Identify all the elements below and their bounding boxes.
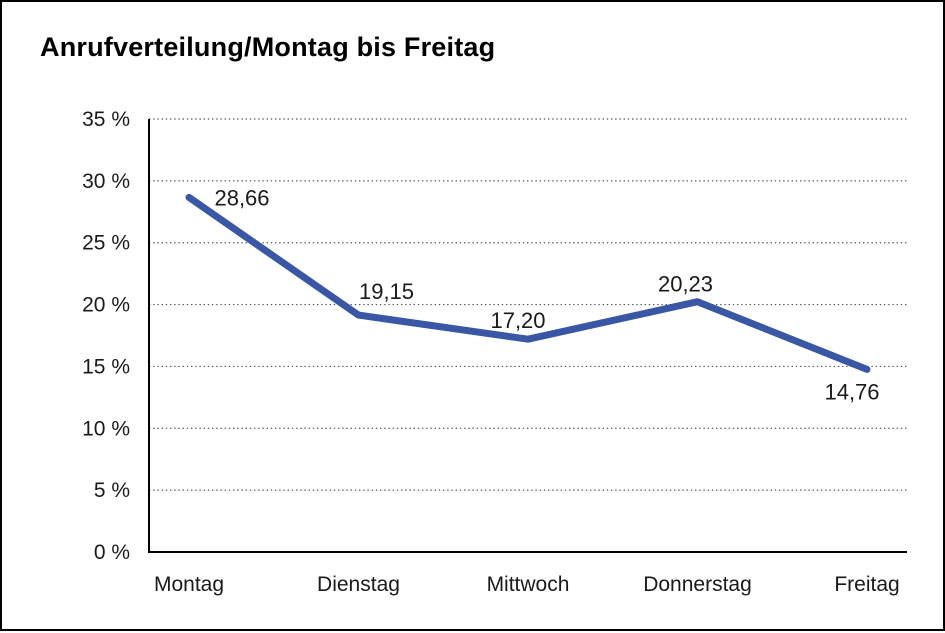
data-point-label-freitag: 14,76 bbox=[824, 379, 879, 404]
y-tick-label-15pct: 15 % bbox=[82, 355, 130, 378]
data-point-label-donnerstag: 20,23 bbox=[658, 272, 713, 297]
data-point-label-dienstag: 19,15 bbox=[359, 279, 414, 304]
data-point-label-montag: 28,66 bbox=[214, 185, 269, 210]
x-category-label-freitag: Freitag bbox=[834, 573, 899, 596]
x-category-label-montag: Montag bbox=[154, 573, 224, 596]
data-point-label-mittwoch: 17,20 bbox=[490, 308, 545, 333]
x-category-label-dienstag: Dienstag bbox=[317, 573, 400, 596]
chart-title: Anrufverteilung/Montag bis Freitag bbox=[40, 32, 496, 62]
y-tick-label-0pct: 0 % bbox=[94, 541, 130, 564]
y-tick-label-5pct: 5 % bbox=[94, 479, 130, 502]
y-tick-label-35pct: 35 % bbox=[82, 108, 130, 131]
data-line bbox=[185, 193, 871, 373]
x-category-label-mittwoch: Mittwoch bbox=[487, 573, 570, 596]
y-tick-label-20pct: 20 % bbox=[82, 294, 130, 317]
y-tick-label-10pct: 10 % bbox=[82, 417, 130, 440]
y-tick-label-30pct: 30 % bbox=[82, 170, 130, 193]
y-tick-label-25pct: 25 % bbox=[82, 232, 130, 255]
x-category-label-donnerstag: Donnerstag bbox=[643, 573, 752, 596]
